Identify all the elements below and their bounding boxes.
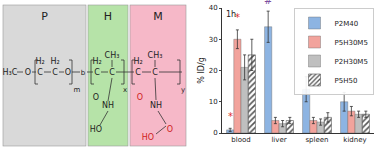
svg-text:y: y <box>181 86 185 94</box>
svg-text:10: 10 <box>209 98 218 106</box>
svg-text:O: O <box>65 68 71 77</box>
svg-text:20: 20 <box>209 67 218 75</box>
svg-text:O: O <box>93 93 99 102</box>
svg-text:C: C <box>152 68 158 77</box>
svg-text:% ID/g: % ID/g <box>197 57 206 83</box>
svg-text:O: O <box>25 68 31 77</box>
svg-text:HO: HO <box>142 133 154 142</box>
svg-text:30: 30 <box>209 36 218 44</box>
svg-text:C: C <box>109 68 115 77</box>
svg-text:CH₃: CH₃ <box>105 51 120 60</box>
svg-text:O: O <box>167 125 173 134</box>
svg-text:1h: 1h <box>226 10 236 19</box>
svg-text:NH: NH <box>150 101 162 110</box>
svg-text:P: P <box>41 10 48 23</box>
svg-text:blood: blood <box>231 136 250 144</box>
svg-text:x: x <box>123 86 127 94</box>
svg-text:40: 40 <box>209 4 218 12</box>
svg-text:C: C <box>94 68 100 77</box>
svg-text:CH₃: CH₃ <box>148 51 163 60</box>
svg-text:H₂: H₂ <box>35 57 44 66</box>
svg-text:P2H30M5: P2H30M5 <box>335 58 368 66</box>
svg-text:C: C <box>37 68 43 77</box>
svg-text:H₂: H₂ <box>92 57 101 66</box>
svg-text:0: 0 <box>213 129 217 137</box>
svg-text:H₃C: H₃C <box>3 68 18 77</box>
svg-text:kidney: kidney <box>343 136 366 144</box>
svg-text:P2M40: P2M40 <box>335 20 359 28</box>
svg-text:H: H <box>104 10 112 23</box>
svg-text:b: b <box>81 69 86 77</box>
svg-text:P5H50: P5H50 <box>335 77 358 85</box>
svg-text:O: O <box>137 93 143 102</box>
svg-text:M: M <box>153 10 163 23</box>
svg-text:C: C <box>135 68 141 77</box>
svg-text:P5H30M5: P5H30M5 <box>335 39 368 47</box>
svg-text:C: C <box>52 68 58 77</box>
svg-text:m: m <box>74 86 81 94</box>
svg-text:NH: NH <box>102 101 114 110</box>
svg-text:H₂: H₂ <box>50 57 59 66</box>
svg-text:#: # <box>264 0 272 6</box>
svg-text:H₂: H₂ <box>133 57 142 66</box>
svg-text:liver: liver <box>271 136 286 144</box>
svg-text:*: * <box>235 12 240 23</box>
svg-text:HO: HO <box>90 125 102 134</box>
svg-text:*: * <box>228 111 233 122</box>
svg-text:spleen: spleen <box>305 136 328 144</box>
